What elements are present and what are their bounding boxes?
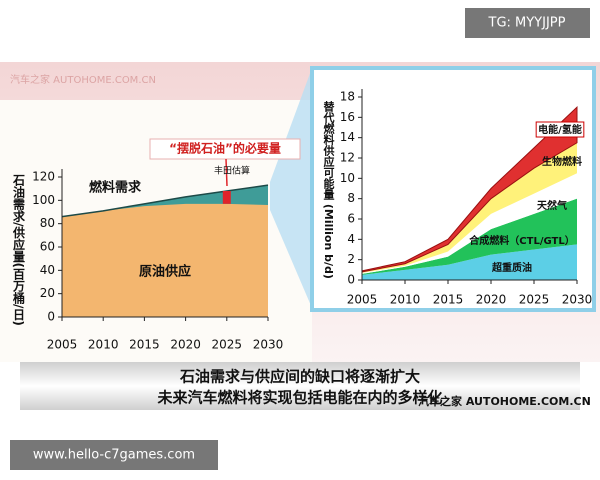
- y-tick-label: 16: [340, 110, 355, 124]
- caption-line: 未来汽车燃料将实现包括电能在内的多样化: [156, 389, 442, 407]
- stacked-area: [362, 244, 577, 280]
- y-tick-label: 120: [32, 170, 55, 184]
- y-tick-label: 14: [340, 130, 355, 144]
- x-tick-label: 2005: [47, 338, 78, 352]
- callout-arrow: [225, 158, 228, 187]
- x-tick-label: 2005: [347, 293, 378, 307]
- url-box: [10, 440, 218, 470]
- y-tick-label: 20: [40, 286, 55, 300]
- y-tick-label: 60: [40, 240, 55, 254]
- y-tick-label: 80: [40, 216, 55, 230]
- y-tick-label: 0: [347, 273, 355, 287]
- y-tick-label: 2: [347, 252, 355, 266]
- x-tick-label: 2030: [562, 293, 593, 307]
- label-box: [535, 121, 585, 138]
- y-tick-label: 18: [340, 90, 355, 104]
- y-axis-label: 石油需求/供应量(百万桶/日): [12, 174, 26, 326]
- series-label: 燃料需求: [89, 180, 142, 196]
- y-tick-label: 6: [347, 212, 355, 226]
- caption-box: [20, 362, 580, 410]
- tag-box: [465, 8, 590, 38]
- x-tick-label: 2020: [476, 293, 507, 307]
- x-tick-label: 2015: [129, 338, 160, 352]
- series-label: 电能/氢能: [538, 123, 582, 136]
- x-tick-label: 2010: [88, 338, 119, 352]
- overlay-tag: TG: MYYJJPP: [488, 16, 566, 31]
- x-tick-label: 2015: [433, 293, 464, 307]
- y-axis-label: 替代燃料供应可能量 (Million b/d): [322, 100, 336, 279]
- y-tick-label: 12: [340, 151, 355, 165]
- demand-line: [61, 184, 269, 218]
- zoom-connector: [270, 68, 312, 308]
- caption-line: 石油需求与供应间的缺口将逐渐扩大: [179, 368, 420, 386]
- x-tick-label: 2030: [253, 338, 284, 352]
- watermark: 汽车之家 AUTOHOME.COM.CN: [10, 73, 156, 86]
- y-tick-label: 8: [347, 191, 355, 205]
- footer-url: www.hello-c7games.com: [33, 448, 195, 463]
- y-tick-label: 0: [47, 310, 55, 324]
- y-tick-label: 100: [32, 193, 55, 207]
- series-label: 生物燃料: [542, 155, 582, 168]
- x-tick-label: 2025: [212, 338, 243, 352]
- y-tick-label: 4: [347, 232, 355, 246]
- series-label: 合成燃料（CTL/GTL）: [468, 234, 574, 247]
- series-label: 超重质油: [491, 261, 532, 274]
- callout: “摆脱石油”的必要量: [169, 141, 281, 156]
- y-tick-label: 40: [40, 263, 55, 277]
- series-label: 原油供应: [139, 264, 191, 280]
- series-label: 天然气: [537, 199, 567, 212]
- x-tick-label: 2020: [170, 338, 201, 352]
- y-tick-label: 10: [340, 171, 355, 185]
- gap-bar: [222, 191, 231, 204]
- annotation: 丰田估算: [214, 165, 250, 177]
- stacked-area: [361, 106, 578, 273]
- x-tick-label: 2010: [390, 293, 421, 307]
- area: [62, 203, 268, 317]
- watermark: 汽车之家 AUTOHOME.COM.CN: [418, 394, 591, 408]
- callout-box: [149, 138, 301, 160]
- x-tick-label: 2025: [519, 293, 550, 307]
